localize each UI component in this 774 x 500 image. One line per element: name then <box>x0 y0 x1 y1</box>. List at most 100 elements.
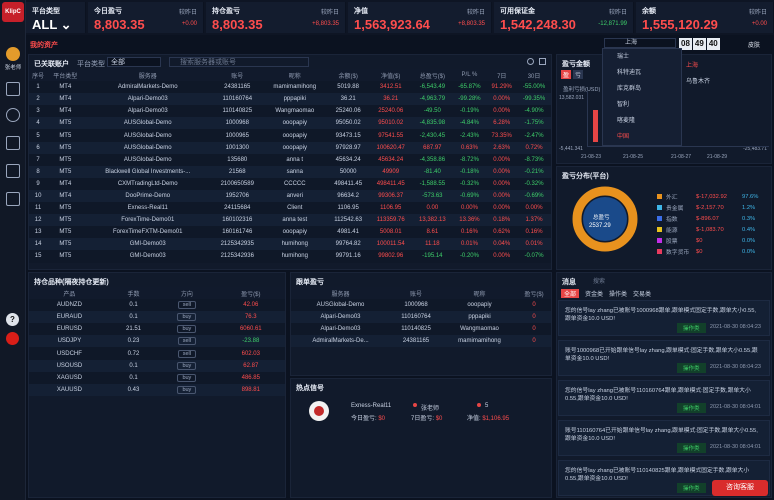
export-icon[interactable] <box>539 58 546 65</box>
table-row[interactable]: USDCHF 0.72 sell 602.03 <box>29 347 285 360</box>
table-row[interactable]: 5 MT5 AUSGlobal-Demo 1000965 ooopapiy 93473.1… <box>29 129 551 142</box>
table-row[interactable]: 2 MT4 Alpari-Demo03 110160764 pppapiki 36.21 3… <box>29 93 551 106</box>
table-cell: 0.04% <box>486 238 518 251</box>
table-row[interactable]: 7 MT5 AUSGlobal-Demo 135680 anna t 45634.24 45… <box>29 153 551 166</box>
help-icon[interactable]: ? <box>6 313 19 326</box>
customer-service-button[interactable]: 咨询客服 <box>712 480 768 496</box>
signal-avatar[interactable] <box>309 401 329 421</box>
user-profile[interactable]: 张老师 <box>3 47 23 71</box>
table-cell: 45634.24 <box>369 153 413 166</box>
table-cell: 110140825 <box>390 323 442 336</box>
table-cell: Client <box>262 202 328 215</box>
message-card[interactable]: 您的信号lay zhang已被账号110160764跟单,跟单模式:固定手数,跟… <box>558 380 770 416</box>
table-row[interactable]: 15 MT5 GMI-Demo03 2125342936 humihong 99791.1… <box>29 250 551 263</box>
stat-compare-label: 较昨日 <box>748 10 767 16</box>
direction-badge: sell <box>177 337 197 346</box>
panel-title: 盈亏金额 <box>562 61 590 68</box>
city-sub-option[interactable]: 乌鲁木齐 <box>686 79 711 85</box>
table-cell: sell <box>157 347 217 360</box>
table-row[interactable]: 10 MT4 DooPrime-Demo 1952706 anveri 96634.2 99… <box>29 189 551 203</box>
table-row[interactable]: 12 MT5 ForexTime-Demo01 160102316 anna test 1… <box>29 214 551 227</box>
table-cell: 1001300 <box>212 141 263 154</box>
message-search-input[interactable]: 搜索 <box>585 276 705 285</box>
filter-operations[interactable]: 操作类 <box>609 292 628 298</box>
stat-platform[interactable]: 平台类型 ALL ⌄ <box>26 2 86 33</box>
message-card[interactable]: 您的信号lay zhang已被账号1000968跟单,跟单模式固定手数,跟单大小… <box>558 300 770 336</box>
platform-filter-select[interactable]: 全部 <box>107 57 161 67</box>
message-card[interactable]: 账号110160764已开始跟单信号lay zhang,跟单模式:固定手数,跟单… <box>558 420 770 456</box>
signal-icon[interactable] <box>6 108 20 122</box>
legend-name: 股票 <box>666 239 678 245</box>
table-row[interactable]: USOUSD 0.1 buy 62.87 <box>29 359 285 372</box>
stat-position-pnl: 持仓盈亏 8,803.35 较昨日 +8,803.35 <box>206 2 346 33</box>
table-row[interactable]: 11 MT5 Exness-Real11 24115684 Client 1106.95 1… <box>29 202 551 215</box>
table-cell: sanna <box>262 165 328 178</box>
table-row[interactable]: 3 MT4 Alpari-Demo03 110140825 Wangmaomao 2524… <box>29 105 551 118</box>
tab-loss[interactable]: 亏 <box>573 70 583 79</box>
column-header: 余额($) <box>327 69 370 82</box>
filter-funds[interactable]: 资金类 <box>585 292 604 298</box>
table-cell: ForexTime-Demo01 <box>83 214 213 227</box>
table-row[interactable]: AUDNZD 0.1 sell 42.06 <box>29 299 285 312</box>
y-axis <box>587 91 588 146</box>
platform-select[interactable]: ALL ⌄ <box>32 17 72 32</box>
filter-trades[interactable]: 交易类 <box>633 292 652 298</box>
settings-icon[interactable] <box>527 58 534 65</box>
column-header: 服务器 <box>291 287 390 300</box>
table-cell: 24115684 <box>212 202 263 215</box>
y-tick: -25,483.71 <box>743 146 767 152</box>
dashboard-icon[interactable] <box>6 82 20 96</box>
city-option[interactable]: 中国 <box>617 134 630 140</box>
direction-badge: sell <box>177 301 197 310</box>
donut-center-label: 总盈亏 <box>593 215 610 221</box>
table-row[interactable]: 8 MT5 Blackwell Global Investments-... 2156… <box>29 165 551 178</box>
net-amount: $1,106.95 <box>482 416 510 422</box>
column-header: 总盈亏($) <box>412 69 453 82</box>
table-row[interactable]: 1 MT4 AdmiralMarkets-Demo 24381165 mamimamih… <box>29 81 551 94</box>
table-row[interactable]: AUSGlobal-Demo 1000968 ooopapiy 0 <box>291 299 551 312</box>
table-cell: 0.00% <box>452 202 487 215</box>
chart-icon[interactable] <box>6 136 20 150</box>
table-cell: 0 <box>517 299 551 312</box>
table-cell: 0.18% <box>486 214 518 227</box>
language-flag-icon[interactable] <box>6 332 19 345</box>
table-row[interactable]: 4 MT5 AUSGlobal-Demo 1000968 ooopapiy 95050.0… <box>29 117 551 130</box>
bar-chart-icon[interactable] <box>6 164 20 178</box>
filter-all[interactable]: 全部 <box>561 289 580 298</box>
table-cell: AUSGlobal-Demo <box>291 299 390 312</box>
city-select[interactable]: 上海 <box>604 38 676 48</box>
stat-value: 1,563,923.64 <box>354 17 430 32</box>
message-card[interactable]: 账号1000968已开始跟单信号lay zhang,跟单模式:固定手数,跟单大小… <box>558 340 770 376</box>
city-sub-option[interactable]: 上海 <box>686 63 699 69</box>
table-cell: ooopapiy <box>262 226 328 239</box>
table-cell: AUSGlobal-Demo <box>83 141 213 154</box>
city-option[interactable]: 智利 <box>617 102 630 108</box>
tab-profit[interactable]: 盈 <box>561 70 571 79</box>
table-row[interactable]: 13 MT5 ForexTimeFXTM-Demo01 160161746 ooopap… <box>29 226 551 239</box>
table-row[interactable]: 14 MT5 GMI-Demo03 2125342935 humihong 99764.8… <box>29 238 551 251</box>
table-row[interactable]: EURAUD 0.1 buy 76.3 <box>29 311 285 324</box>
stat-equity: 净值 1,563,923.64 较昨日 +8,803.35 <box>348 2 492 33</box>
city-option[interactable]: 科特迪瓦 <box>617 70 642 76</box>
city-option[interactable]: 库克群岛 <box>617 86 642 92</box>
stat-compare-label: 较昨日 <box>466 10 485 16</box>
table-row[interactable]: XAGUSD 0.1 buy 486.85 <box>29 371 285 384</box>
city-option[interactable]: 瑞士 <box>617 54 630 60</box>
table-row[interactable]: 6 MT5 AUSGlobal-Demo 1001300 ooopapiy 97928.9… <box>29 141 551 154</box>
city-option[interactable]: 喀麦隆 <box>617 118 636 124</box>
table-row[interactable]: USDJPY 0.23 sell -23.88 <box>29 335 285 348</box>
table-row[interactable]: XAUUSD 0.43 buy 898.81 <box>29 383 285 396</box>
column-header: 盈亏($) <box>216 287 285 300</box>
logout-icon[interactable] <box>6 192 20 206</box>
column-header: 服务器 <box>83 69 213 82</box>
table-row[interactable]: Alpari-Demo03 110140825 Wangmaomao 0 <box>291 323 551 336</box>
table-row[interactable]: AdmiralMarkets-De... 24381165 mamimamihong… <box>291 335 551 348</box>
skin-button[interactable]: 皮肤 <box>748 43 761 49</box>
legend-item: 能源 $-1,083.70 0.4% <box>657 224 769 235</box>
table-row[interactable]: Alpari-Demo03 110160764 pppapiki 0 <box>291 311 551 324</box>
table-row[interactable]: 9 MT4 CXMTradingLtd-Demo 2100650589 CCCCC 498… <box>29 177 551 190</box>
account-search-input[interactable]: 搜索服务器或账号 <box>169 57 309 67</box>
table-cell: 62.87 <box>216 359 285 372</box>
table-row[interactable]: EURUSD 21.51 buy 6060.61 <box>29 323 285 336</box>
table-cell: ooopapiy <box>262 117 328 130</box>
